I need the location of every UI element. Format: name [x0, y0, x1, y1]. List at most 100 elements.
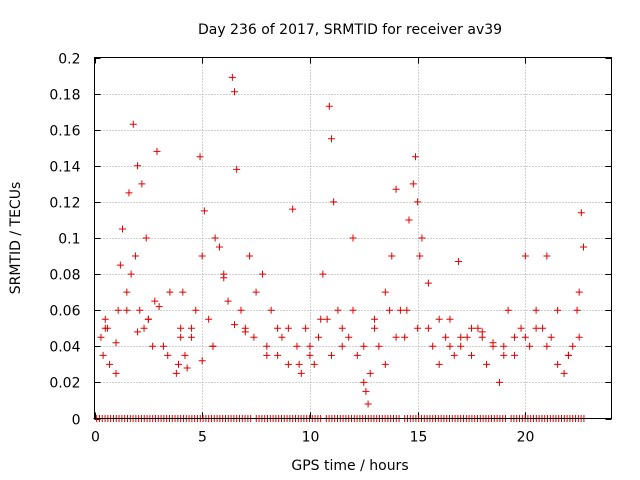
data-point [209, 342, 217, 350]
data-point [138, 180, 146, 188]
x-tick-label: 10 [302, 430, 320, 446]
plot-frame [94, 57, 612, 419]
data-point [101, 315, 109, 323]
data-point [435, 360, 443, 368]
data-point [125, 189, 133, 197]
data-point [198, 252, 206, 260]
data-point [246, 252, 254, 260]
data-point [414, 324, 422, 332]
data-point [293, 342, 301, 350]
data-point [175, 360, 183, 368]
data-point [306, 342, 314, 350]
data-point [521, 252, 529, 260]
data-point [362, 387, 370, 395]
y-axis-label: SRMTID / TECUs [8, 182, 24, 295]
data-point [345, 333, 353, 341]
data-point [317, 315, 325, 323]
data-point [414, 198, 422, 206]
data-point [416, 252, 424, 260]
data-point [371, 315, 379, 323]
data-point [177, 333, 185, 341]
data-point [159, 342, 167, 350]
data-point [573, 306, 581, 314]
data-point [392, 185, 400, 193]
data-point [250, 333, 258, 341]
data-point [164, 351, 172, 359]
data-point [306, 351, 314, 359]
x-axis-label: GPS time / hours [291, 458, 408, 474]
data-point [99, 351, 107, 359]
x-tick-label: 20 [517, 430, 535, 446]
data-point [560, 369, 568, 377]
data-point [116, 261, 124, 269]
data-point [403, 306, 411, 314]
data-point [220, 274, 228, 282]
data-point [371, 324, 379, 332]
data-point [196, 153, 204, 161]
data-point [517, 324, 525, 332]
data-point [302, 324, 310, 332]
data-point [554, 306, 562, 314]
x-tick-label: 15 [410, 430, 428, 446]
data-point [231, 88, 239, 96]
data-point [575, 333, 583, 341]
data-point [483, 360, 491, 368]
data-point [187, 324, 195, 332]
data-point [112, 369, 120, 377]
x-tick-label: 0 [91, 430, 100, 446]
data-point [457, 342, 465, 350]
data-point [353, 351, 361, 359]
data-point [284, 360, 292, 368]
data-point [140, 324, 148, 332]
data-point [392, 333, 400, 341]
data-point [569, 342, 577, 350]
data-point [259, 270, 267, 278]
data-point [446, 315, 454, 323]
data-point [131, 252, 139, 260]
data-point [315, 333, 323, 341]
data-point [575, 288, 583, 296]
data-point [200, 207, 208, 215]
data-point [526, 342, 534, 350]
data-point [192, 306, 200, 314]
data-point [237, 306, 245, 314]
data-point [177, 324, 185, 332]
x-axis-ticks: 0 5 10 15 20 [91, 57, 535, 446]
data-point [388, 252, 396, 260]
data-point [166, 288, 174, 296]
data-point [577, 209, 585, 217]
data-point [106, 360, 114, 368]
data-point [349, 306, 357, 314]
data-point [489, 339, 497, 347]
data-point [554, 360, 562, 368]
data-point [429, 342, 437, 350]
data-point [455, 257, 463, 265]
data-point [181, 351, 189, 359]
data-point [409, 180, 417, 188]
data-point [123, 306, 131, 314]
y-tick-label: 0.12 [49, 196, 80, 212]
data-point [521, 333, 529, 341]
data-point [267, 306, 275, 314]
data-point [289, 205, 297, 213]
data-point [375, 342, 383, 350]
y-tick-label: 0.1 [58, 232, 80, 248]
data-point [543, 252, 551, 260]
data-point [338, 342, 346, 350]
data-point [144, 315, 152, 323]
data-point [564, 351, 572, 359]
data-points [97, 73, 587, 408]
data-point [284, 324, 292, 332]
data-point [149, 342, 157, 350]
y-axis-ticks: 0 0.02 0.04 0.06 0.08 0.1 0.12 0.14 0.16 0.18 0.2 [49, 52, 612, 429]
data-point [155, 303, 163, 311]
data-point [495, 378, 503, 386]
data-point [360, 342, 368, 350]
data-point [366, 369, 374, 377]
data-point [215, 243, 223, 251]
data-point [543, 342, 551, 350]
data-point [325, 102, 333, 110]
data-point [511, 351, 519, 359]
